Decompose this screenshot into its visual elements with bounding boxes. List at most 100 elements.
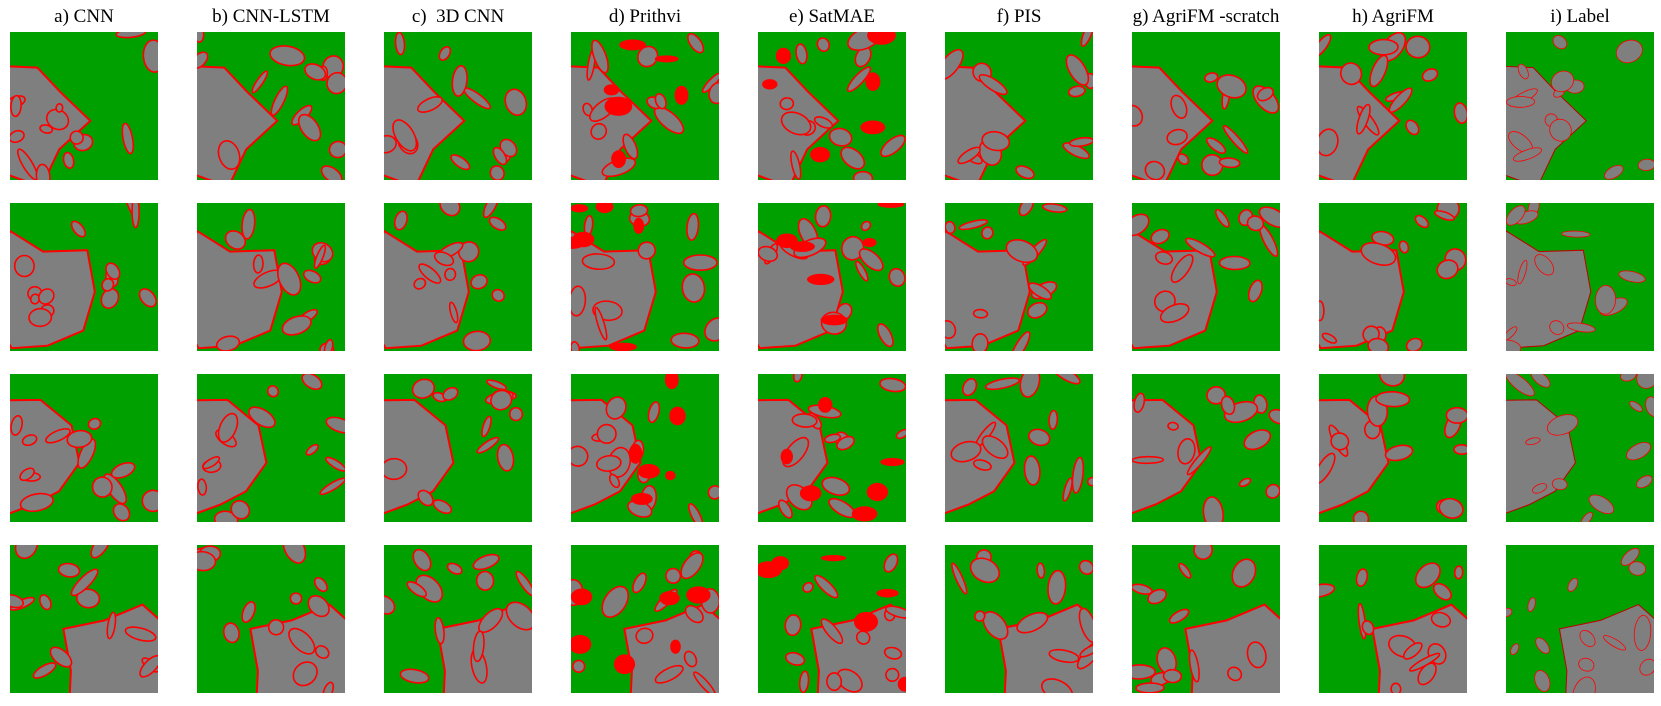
- non-crop-patch: [1506, 96, 1536, 108]
- non-crop-patch: [1546, 414, 1579, 436]
- non-crop-patch: [885, 667, 900, 683]
- error-blob: [860, 120, 886, 135]
- non-crop-patch: [1398, 240, 1410, 254]
- non-crop-patch: [1218, 255, 1251, 271]
- column-title: c) 3D CNN: [412, 6, 505, 27]
- non-crop-patch: [1178, 562, 1192, 579]
- non-crop-patch: [1162, 668, 1183, 684]
- non-crop-patch: [880, 134, 906, 158]
- non-crop-area: [197, 398, 268, 515]
- non-crop-patch: [106, 611, 117, 640]
- non-crop-patch: [39, 124, 54, 134]
- non-crop-patch: [647, 401, 661, 424]
- non-crop-patch: [1530, 374, 1551, 388]
- non-crop-patch: [708, 81, 719, 105]
- non-crop-patch: [680, 552, 704, 580]
- non-crop-patch: [608, 473, 621, 489]
- segmentation-map: [571, 374, 719, 522]
- non-crop-patch: [974, 610, 986, 622]
- non-crop-patch: [276, 262, 302, 296]
- non-crop-patch: [654, 664, 684, 684]
- column-title: b) CNN-LSTM: [212, 6, 330, 27]
- non-crop-patch: [1525, 437, 1541, 446]
- non-crop-patch: [1028, 282, 1053, 301]
- error-blob: [776, 233, 798, 249]
- non-crop-patch: [637, 45, 659, 68]
- error-blob: [609, 342, 637, 351]
- non-crop-patch: [70, 568, 99, 597]
- error-blob: [820, 555, 847, 562]
- non-crop-patch: [895, 428, 906, 440]
- non-crop-patch: [945, 319, 957, 340]
- non-crop-patch: [241, 601, 256, 623]
- non-crop-patch: [1645, 396, 1654, 417]
- map-content: [945, 203, 1093, 351]
- non-crop-patch: [313, 577, 328, 593]
- non-crop-patch: [1170, 94, 1188, 119]
- non-crop-patch: [1258, 206, 1280, 229]
- non-crop-patch: [1384, 444, 1414, 462]
- non-crop-patch: [439, 203, 461, 217]
- non-crop-patch: [1405, 119, 1420, 136]
- non-crop-patch: [1147, 588, 1167, 605]
- non-crop-patch: [1185, 237, 1216, 258]
- non-crop-patch: [1068, 136, 1093, 148]
- non-crop-patch: [1203, 72, 1219, 83]
- non-crop-patch: [70, 220, 86, 238]
- non-crop-patch: [1154, 251, 1174, 265]
- non-crop-patch: [840, 146, 866, 170]
- non-crop-patch: [406, 581, 428, 598]
- error-blob: [595, 203, 614, 214]
- non-crop-patch: [1321, 332, 1338, 344]
- non-crop-patch: [1604, 164, 1624, 180]
- non-crop-patch: [1218, 157, 1241, 169]
- non-crop-patch: [1206, 137, 1227, 154]
- non-crop-patch: [1133, 392, 1146, 413]
- non-crop-patch: [984, 377, 1021, 391]
- non-crop-patch: [325, 456, 345, 472]
- non-crop-patch: [1405, 337, 1423, 351]
- non-crop-patch: [1506, 326, 1518, 341]
- non-crop-patch: [601, 585, 630, 618]
- column-title: g) AgriFM -scratch: [1133, 6, 1280, 27]
- map-content: [945, 374, 1093, 522]
- non-crop-patch: [142, 39, 158, 73]
- error-blob: [877, 203, 905, 208]
- non-crop-patch: [1135, 682, 1165, 693]
- non-crop-patch: [1436, 259, 1459, 280]
- non-crop-patch: [1368, 38, 1399, 56]
- non-crop-patch: [489, 165, 505, 180]
- non-crop-patch: [13, 254, 35, 278]
- segmentation-map: [571, 203, 719, 351]
- non-crop-patch: [1177, 438, 1196, 465]
- non-crop-patch: [1065, 54, 1090, 86]
- segmentation-map: [384, 545, 532, 693]
- non-crop-patch: [393, 210, 408, 231]
- non-crop-patch: [496, 443, 515, 472]
- non-crop-patch: [795, 43, 808, 65]
- non-crop-patch: [451, 64, 468, 97]
- non-crop-patch: [1168, 608, 1190, 624]
- non-crop-patch: [1453, 565, 1464, 580]
- non-crop-patch: [1019, 374, 1041, 398]
- non-crop-patch: [816, 37, 831, 52]
- segmentation-map: [197, 32, 345, 180]
- non-crop-patch: [508, 406, 524, 422]
- error-blob: [854, 611, 878, 632]
- non-crop-patch: [1580, 511, 1593, 522]
- non-crop-patch: [1408, 652, 1441, 672]
- non-crop-patch: [665, 567, 682, 584]
- non-crop-patch: [1231, 558, 1257, 588]
- non-crop-patch: [758, 245, 779, 263]
- non-crop-patch: [412, 548, 432, 572]
- non-crop-patch: [972, 308, 989, 319]
- segmentation-map: [758, 374, 906, 522]
- error-blob: [613, 654, 636, 675]
- map-content: [571, 545, 719, 693]
- non-crop-patch: [969, 557, 1000, 584]
- non-crop-patch: [252, 254, 264, 274]
- non-crop-patch: [470, 274, 488, 290]
- column-title: h) AgriFM: [1352, 6, 1434, 27]
- non-crop-patch: [314, 645, 330, 659]
- map-content: [10, 374, 158, 522]
